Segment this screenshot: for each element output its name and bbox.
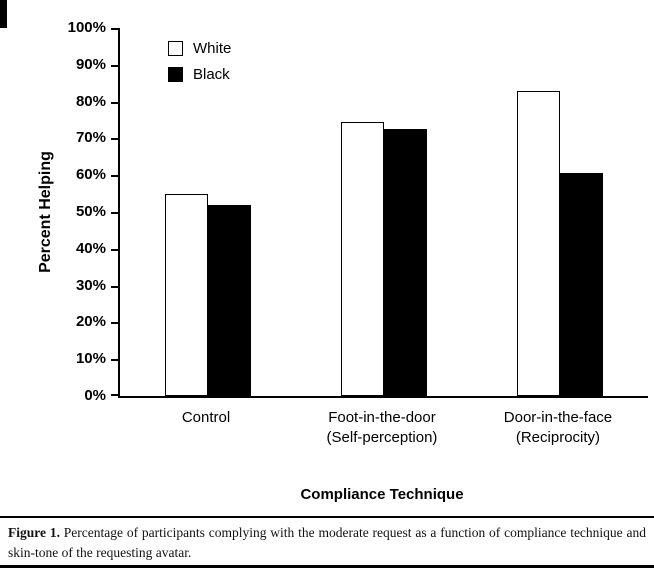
bar-group [296, 28, 472, 396]
legend-label: Black [193, 66, 230, 83]
x-tick-labels: Control Foot-in-the-door (Self-perception)… [118, 408, 646, 449]
y-tick-label: 30% [75, 276, 106, 294]
bar-group [120, 28, 296, 396]
y-tick-label: 50% [75, 203, 106, 220]
y-tick-mark [111, 101, 118, 104]
y-tick-mark [111, 64, 118, 67]
x-tick-label: Door-in-the-face (Reciprocity) [503, 409, 613, 447]
y-tick-label: 0% [84, 387, 106, 404]
bar-black [207, 204, 251, 396]
legend-swatch-black [168, 67, 183, 82]
y-tick-mark [111, 175, 118, 178]
x-tick-label: Foot-in-the-door (Self-perception) [326, 409, 438, 447]
y-tick-label: 40% [75, 239, 106, 257]
x-tick-label: Control [181, 409, 231, 426]
legend-item-black: Black [168, 66, 231, 83]
figure-caption-text: Percentage of participants complying wit… [8, 525, 646, 560]
legend-swatch-white [168, 41, 183, 56]
y-tick-label: 20% [75, 313, 106, 331]
y-tick-mark [111, 138, 118, 141]
y-tick-label: 60% [75, 166, 106, 184]
plot-area: White Black [111, 28, 648, 398]
y-tick-mark [111, 285, 118, 288]
figure-caption-label: Figure 1. [8, 525, 60, 540]
y-tick-mark [111, 212, 118, 214]
y-tick-mark [111, 394, 118, 396]
y-tick-label: 100% [67, 19, 106, 36]
bar-white [340, 121, 384, 396]
y-tick-label: 90% [75, 55, 106, 73]
figure-caption: Figure 1. Percentage of participants com… [0, 516, 654, 568]
bar-group [472, 28, 648, 396]
scan-artifact [0, 0, 7, 28]
bar-black [559, 173, 603, 396]
legend-label: White [193, 40, 232, 57]
x-axis-title: Compliance Technique [300, 486, 464, 503]
y-tick-mark [111, 248, 118, 251]
y-tick-mark [111, 322, 118, 325]
y-tick-mark [111, 359, 118, 362]
legend-item-white: White [168, 40, 231, 57]
y-tick-label: 80% [75, 92, 106, 110]
y-tick-label: 70% [75, 129, 106, 147]
legend: White Black [168, 40, 231, 92]
y-tick-mark [111, 28, 118, 30]
bar-groups [120, 28, 648, 396]
bar-black [383, 129, 427, 396]
bar-white [516, 90, 560, 396]
y-tick-label: 10% [75, 350, 106, 368]
y-tick-labels: 0% 10% 20% 30% 40% 50% 60% 70% 80% 90% 100% [0, 19, 106, 404]
bar-white [164, 193, 208, 396]
